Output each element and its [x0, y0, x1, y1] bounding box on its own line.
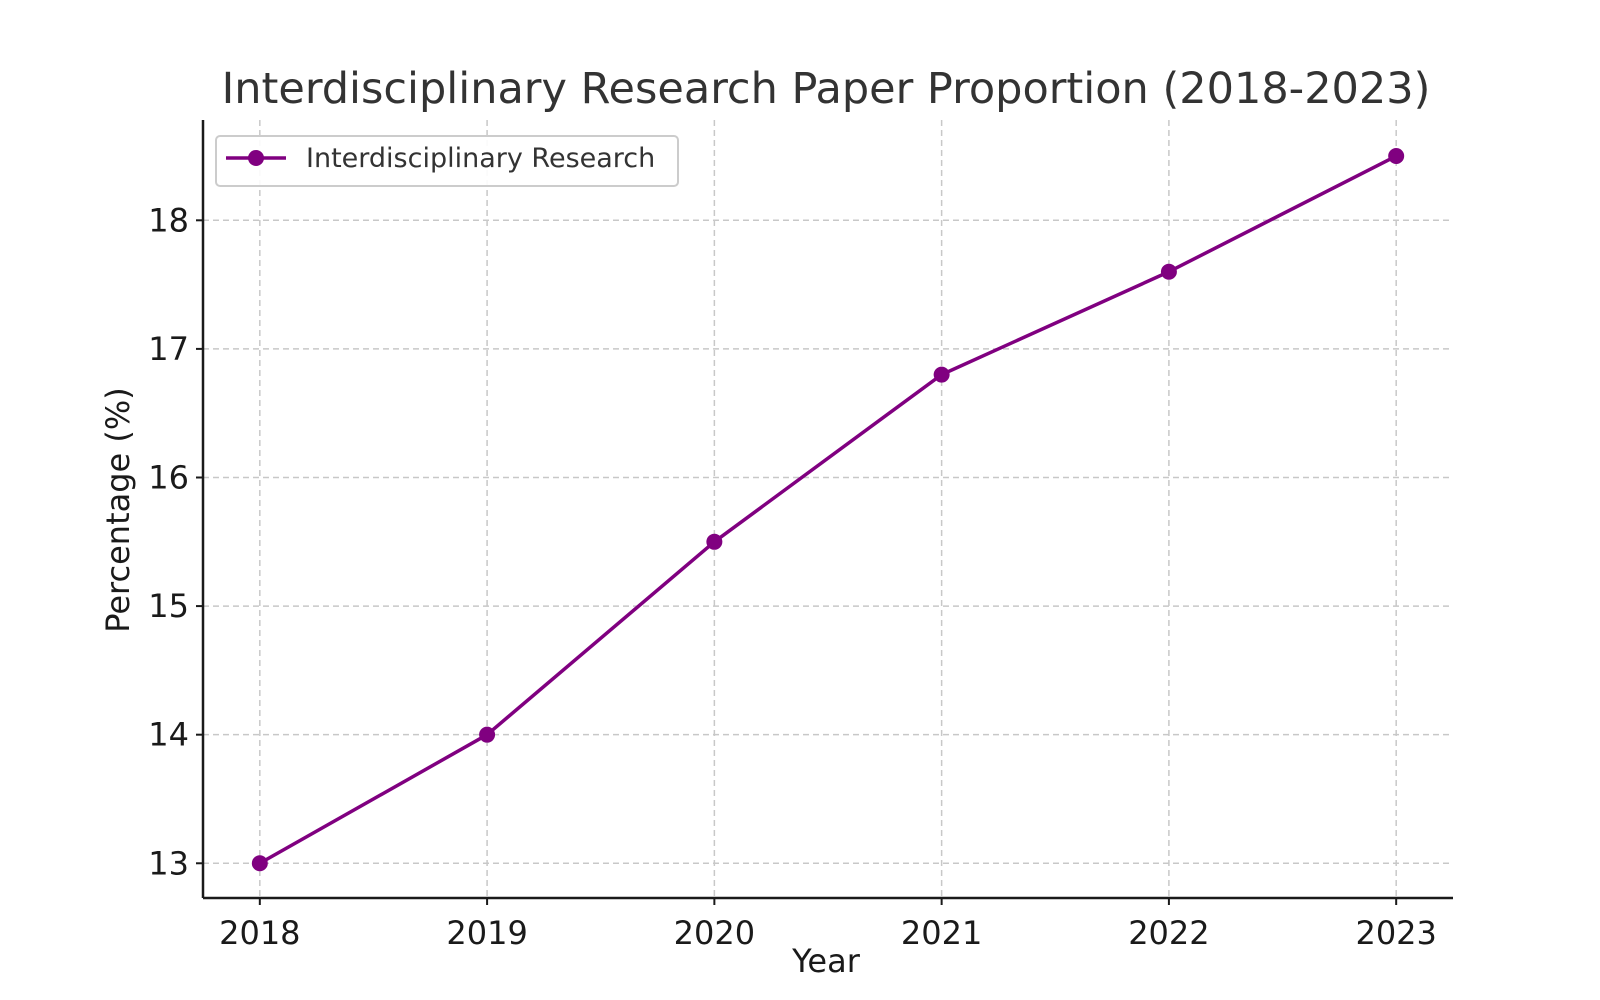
y-axis-label: Percentage (%): [99, 387, 137, 633]
data-point: [251, 855, 268, 872]
y-axis-ticks: 13 14 15 16 17 18: [148, 201, 203, 882]
legend-box: [215, 135, 679, 187]
x-tick-label: 2019: [446, 914, 527, 952]
data-point: [1160, 263, 1177, 280]
legend-entry-label: Interdisciplinary Research: [306, 143, 655, 174]
y-tick-label: 13: [148, 844, 189, 882]
x-tick-label: 2020: [674, 914, 755, 952]
grid: [203, 120, 1453, 898]
x-tick-label: 2023: [1355, 914, 1436, 952]
y-tick-label: 16: [148, 458, 189, 496]
x-axis-label: Year: [791, 942, 861, 980]
data-point: [706, 533, 723, 550]
y-tick-label: 17: [148, 330, 189, 368]
series-layer: [251, 148, 1405, 872]
legend: Interdisciplinary Research: [215, 135, 679, 187]
x-tick-label: 2018: [219, 914, 300, 952]
data-point: [479, 726, 496, 743]
x-tick-label: 2022: [1128, 914, 1209, 952]
y-tick-label: 15: [148, 587, 189, 625]
x-axis-ticks: 2018 2019 2020 2021 2022 2023: [219, 898, 1437, 952]
chart-title: Interdisciplinary Research Paper Proport…: [222, 64, 1431, 114]
x-tick-label: 2021: [901, 914, 982, 952]
data-point: [933, 366, 950, 383]
y-tick-label: 14: [148, 716, 189, 754]
y-tick-label: 18: [148, 201, 189, 239]
series-line: [258, 154, 1398, 866]
data-point: [1388, 148, 1405, 165]
legend-marker-swatch: [248, 150, 264, 166]
